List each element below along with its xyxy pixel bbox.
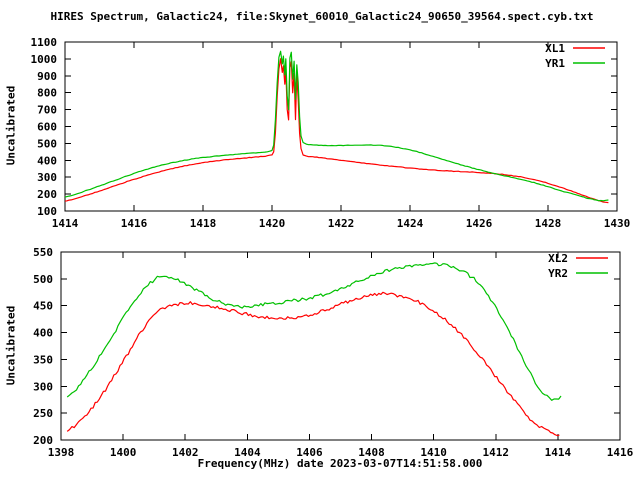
- y-tick-label: 300: [33, 380, 53, 393]
- x-tick-label: 1412: [483, 446, 510, 459]
- y-tick-label: 450: [33, 300, 53, 313]
- plot-border: [64, 41, 618, 212]
- legend-label-XL2: XL2: [548, 252, 568, 265]
- x-tick-label: 1422: [328, 217, 355, 230]
- y-tick-label: 200: [33, 434, 53, 447]
- series-line-XL1: [64, 58, 609, 204]
- y-tick-label: 1000: [31, 53, 58, 66]
- x-tick-label: 1400: [110, 446, 137, 459]
- y-tick-label: 300: [37, 171, 57, 184]
- x-tick-label: 1420: [259, 217, 286, 230]
- series-line-YR2: [66, 262, 562, 401]
- y-tick-label: 800: [37, 87, 57, 100]
- y-tick-label: 900: [37, 70, 57, 83]
- x-tick-label: 1416: [607, 446, 634, 459]
- legend-label-XL1: XL1: [545, 42, 565, 55]
- x-tick-label: 1408: [358, 446, 385, 459]
- x-tick-label: 1414: [52, 217, 79, 230]
- series-line-YR1: [64, 50, 609, 202]
- x-tick-label: 1402: [172, 446, 199, 459]
- x-tick-label: 1426: [466, 217, 493, 230]
- x-tick-label: 1404: [234, 446, 261, 459]
- x-tick-label: 1428: [535, 217, 562, 230]
- legend-label-YR2: YR2: [548, 267, 568, 280]
- x-tick-label: 1430: [604, 217, 631, 230]
- legend-label-YR1: YR1: [545, 57, 565, 70]
- y-tick-label: 500: [33, 273, 53, 286]
- plot-border: [60, 251, 621, 441]
- x-tick-label: 1414: [545, 446, 572, 459]
- x-tick-label: 1410: [420, 446, 447, 459]
- x-axis-label: Frequency(MHz) date 2023-03-07T14:51:58.…: [197, 457, 483, 470]
- x-tick-label: 1418: [190, 217, 217, 230]
- x-tick-label: 1398: [48, 446, 75, 459]
- y-tick-label: 400: [37, 154, 57, 167]
- y-tick-label: 250: [33, 407, 53, 420]
- y-tick-label: 1100: [31, 36, 58, 49]
- y-tick-label: 550: [33, 246, 53, 259]
- y-tick-label: 350: [33, 353, 53, 366]
- y-tick-label: 500: [37, 137, 57, 150]
- y-tick-label: 700: [37, 104, 57, 117]
- x-tick-label: 1406: [296, 446, 323, 459]
- y-tick-label: 200: [37, 188, 57, 201]
- series-line-XL2: [66, 291, 560, 437]
- x-tick-label: 1416: [121, 217, 148, 230]
- x-tick-label: 1424: [397, 217, 424, 230]
- y-tick-label: 100: [37, 205, 57, 218]
- chart-title: HIRES Spectrum, Galactic24, file:Skynet_…: [50, 10, 594, 23]
- y-tick-label: 400: [33, 327, 53, 340]
- y-tick-label: 600: [37, 121, 57, 134]
